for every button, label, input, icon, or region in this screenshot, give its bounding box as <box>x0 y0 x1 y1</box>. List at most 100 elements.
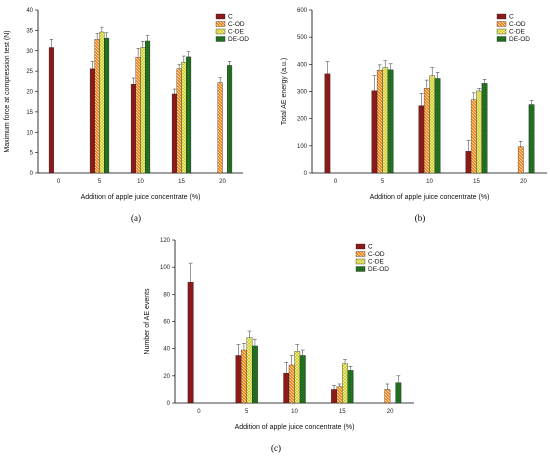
y-tick-label: 40 <box>26 8 33 14</box>
y-tick-label: 15 <box>26 110 33 116</box>
bar-c-od <box>384 389 391 404</box>
y-tick-label: 100 <box>297 144 308 150</box>
y-tick-label: 80 <box>163 292 170 298</box>
x-tick-label: 10 <box>426 179 433 185</box>
bar-c <box>371 90 378 174</box>
bar-c-od <box>517 146 524 174</box>
bar-c-od <box>94 39 100 174</box>
bar-de-od <box>299 355 306 404</box>
y-tick-label: 120 <box>160 238 171 244</box>
y-tick-label: 40 <box>163 347 170 353</box>
bar-c-de <box>181 61 187 174</box>
bar-c-od <box>288 364 295 404</box>
bar-c-od <box>376 70 383 174</box>
x-tick-label: 10 <box>137 179 144 185</box>
legend-label: C <box>509 14 514 21</box>
bar-de-od <box>347 370 354 404</box>
bar-c-od <box>423 88 430 174</box>
bar-c <box>187 281 194 404</box>
legend-label: DE-OD <box>368 266 389 273</box>
bar-c-de <box>294 351 301 404</box>
bar-c <box>418 105 425 174</box>
bar-de-od <box>252 345 258 404</box>
panel-label-c: (c) <box>271 443 281 453</box>
bar-de-od <box>104 37 110 174</box>
y-tick-label: 35 <box>26 28 33 34</box>
legend-swatch <box>496 36 507 42</box>
legend-swatch <box>496 21 507 27</box>
x-tick-label: 15 <box>339 409 346 415</box>
bar-c <box>130 83 136 174</box>
x-tick-label: 15 <box>178 179 185 185</box>
bar-c-od <box>241 349 247 404</box>
x-axis-label: Addition of apple juice concentrate (%) <box>235 424 355 431</box>
bar-c <box>324 73 331 174</box>
x-tick-label: 5 <box>98 179 102 185</box>
bar-c <box>465 151 472 174</box>
bar-c-de <box>429 75 436 174</box>
y-tick-label: 200 <box>297 117 308 123</box>
y-tick-label: 60 <box>163 320 170 326</box>
x-axis-label: Addition of apple juice concentrate (%) <box>370 194 490 201</box>
legend-label: C-DE <box>368 259 385 266</box>
y-axis-label: Total AE energy (a.u.) <box>281 58 288 125</box>
x-tick-label: 5 <box>381 179 385 185</box>
legend-label: C-DE <box>228 29 245 36</box>
y-tick-label: 5 <box>30 151 34 157</box>
bar-de-od <box>387 69 394 174</box>
y-tick-label: 600 <box>297 8 308 14</box>
bar-de-od <box>434 78 441 174</box>
x-tick-label: 20 <box>387 409 394 415</box>
legend-swatch <box>215 13 226 20</box>
bar-c-od <box>336 386 343 404</box>
x-tick-label: 0 <box>197 409 201 415</box>
y-axis-label: Number of AE events <box>144 288 151 355</box>
bar-c-de <box>99 31 105 174</box>
bar-c-de <box>476 90 483 174</box>
x-tick-label: 0 <box>334 179 338 185</box>
x-tick-label: 0 <box>57 179 61 185</box>
bar-c-de <box>140 47 146 174</box>
legend-label: C <box>368 244 373 251</box>
y-tick-label: 500 <box>297 35 308 41</box>
y-tick-label: 20 <box>26 90 33 96</box>
legend-swatch <box>355 258 366 265</box>
y-tick-label: 10 <box>26 130 33 136</box>
panel-label-b: (b) <box>415 213 426 223</box>
bar-c <box>89 68 95 174</box>
bar-c-de <box>342 363 348 404</box>
bar-c <box>331 389 337 404</box>
y-tick-label: 25 <box>26 69 33 75</box>
y-tick-label: 0 <box>167 401 171 407</box>
bar-c <box>171 93 177 174</box>
x-tick-label: 20 <box>219 179 226 185</box>
bar-de-od <box>528 104 535 174</box>
legend-label: C-OD <box>228 21 245 28</box>
legend-label: DE-OD <box>509 36 530 43</box>
bar-de-od <box>395 382 402 404</box>
y-tick-label: 400 <box>297 62 308 68</box>
y-tick-label: 100 <box>160 265 171 271</box>
bar-c-de <box>246 337 253 404</box>
legend-label: C-OD <box>509 21 526 28</box>
x-tick-label: 15 <box>473 179 480 185</box>
y-tick-label: 30 <box>26 49 33 55</box>
legend-swatch <box>215 28 226 35</box>
bar-c <box>235 355 242 404</box>
bar-de-od <box>145 40 151 174</box>
y-tick-label: 0 <box>30 171 34 177</box>
legend-label: C <box>228 14 233 21</box>
legend-swatch <box>355 266 366 272</box>
chart-panel-a: 0 5 10 15 20 25 30 35 40 Maximum force at compres… <box>4 8 249 201</box>
legend-swatch <box>215 36 226 42</box>
bar-c-od <box>135 57 141 174</box>
legend-swatch <box>496 13 507 20</box>
bar-de-od <box>227 65 233 174</box>
x-tick-label: 10 <box>291 409 298 415</box>
x-tick-label: 5 <box>245 409 249 415</box>
legend-label: C-DE <box>509 29 526 36</box>
legend-label: C-OD <box>368 251 385 258</box>
